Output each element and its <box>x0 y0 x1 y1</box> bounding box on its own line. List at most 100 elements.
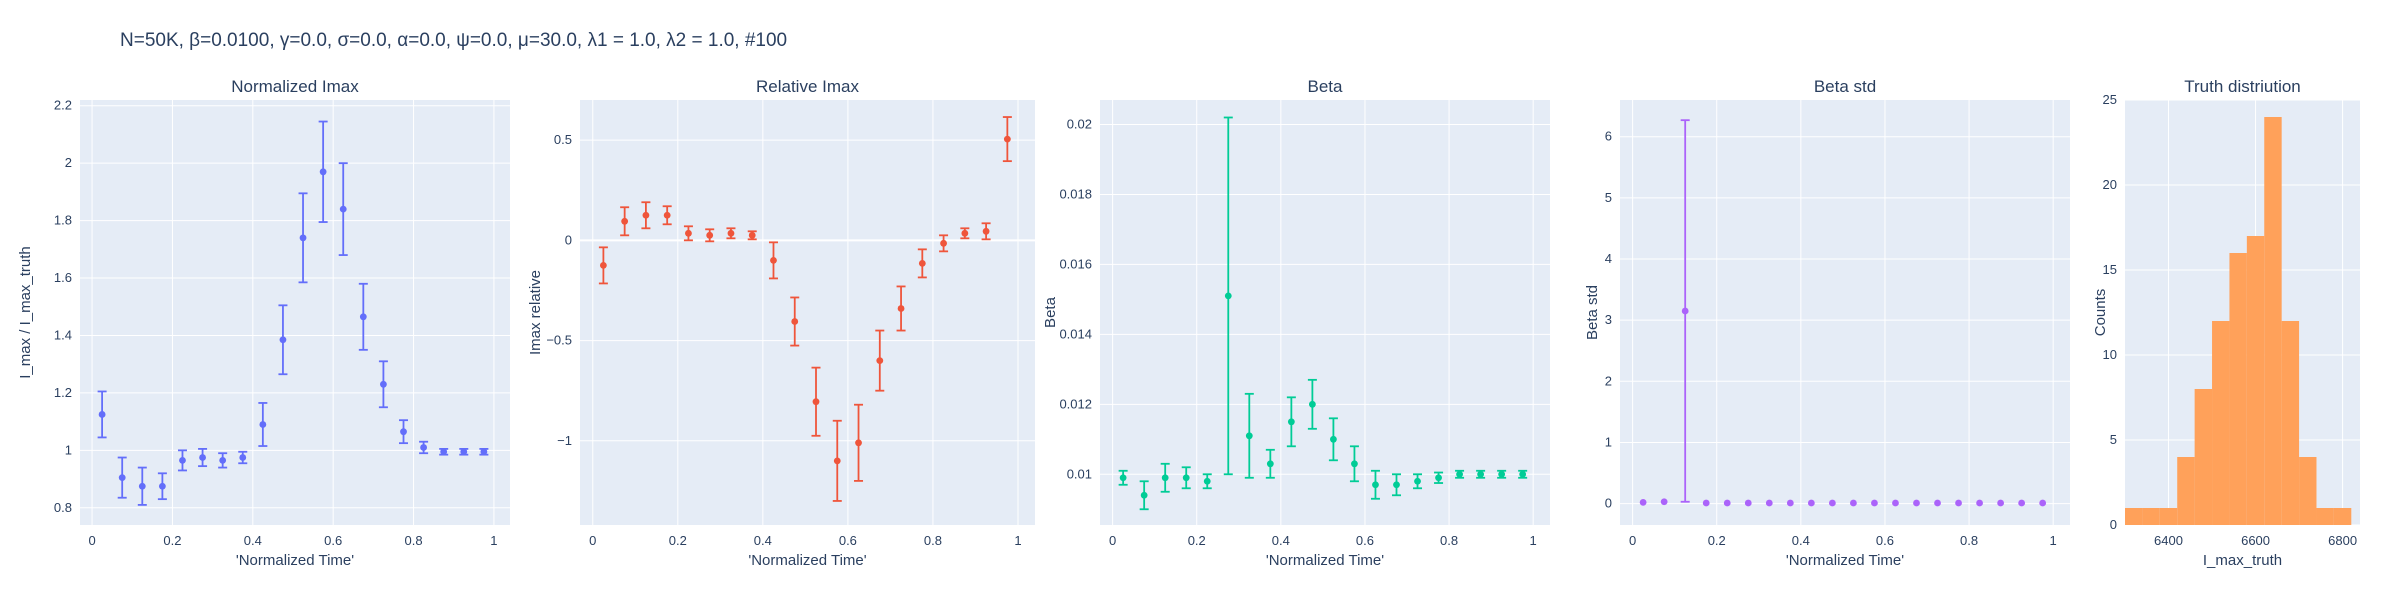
y-axis-label: Counts <box>2092 289 2109 337</box>
histogram-bar <box>2299 457 2317 525</box>
y-tick-label: 0.018 <box>1059 186 1092 201</box>
data-point <box>1892 499 1899 507</box>
x-tick-label: 0.8 <box>405 533 423 548</box>
data-point <box>460 448 468 456</box>
data-point <box>1723 499 1731 507</box>
histogram-bar <box>2229 253 2247 525</box>
x-tick-label: 0.6 <box>324 533 342 548</box>
x-tick-label: 0 <box>1629 533 1636 548</box>
data-point <box>2039 499 2047 507</box>
data-point <box>1744 499 1752 507</box>
x-tick-label: 0.2 <box>163 533 181 548</box>
data-point <box>199 454 206 461</box>
data-point <box>1976 499 1983 507</box>
y-tick-label: 2 <box>1605 373 1612 388</box>
y-tick-label: 0.02 <box>1067 116 1092 131</box>
y-tick-label: 2.2 <box>54 98 72 113</box>
data-point <box>1498 470 1506 478</box>
data-point <box>1351 460 1358 468</box>
y-tick-label: 1 <box>65 442 72 457</box>
x-tick-label: 1 <box>1530 533 1537 548</box>
x-tick-label: 0.2 <box>669 533 687 548</box>
data-point <box>1828 499 1836 507</box>
x-tick-label: 0.4 <box>1272 533 1290 548</box>
y-tick-label: 1.2 <box>54 385 72 400</box>
data-point <box>2018 499 2026 507</box>
y-tick-label: 0 <box>1605 496 1612 511</box>
data-point <box>1435 474 1442 482</box>
data-point <box>138 482 146 490</box>
data-point <box>480 448 488 456</box>
x-tick-label: 6400 <box>2154 533 2183 548</box>
subplot-3: 0 0.2 0.4 0.6 0.8 1 0.01 0.012 0.014 0.016 0.018 0.… <box>1042 77 1550 569</box>
data-point <box>897 305 905 312</box>
data-point <box>982 227 990 235</box>
subplot-title: Normalized Imax <box>231 77 359 96</box>
y-tick-label: 0 <box>2110 517 2117 532</box>
x-tick-label: 0.4 <box>1792 533 1810 548</box>
subplot-4: 0 0.2 0.4 0.6 0.8 1 0 1 2 3 4 5 6 Beta std 'Normalized… <box>1584 77 2070 569</box>
y-tick-label: 0 <box>565 232 572 247</box>
data-point <box>1308 400 1316 408</box>
data-point <box>1639 498 1647 506</box>
data-point <box>339 205 347 213</box>
y-tick-label: 25 <box>2103 92 2117 107</box>
x-tick-label: 0.6 <box>839 533 857 548</box>
data-point <box>299 234 307 242</box>
data-point <box>1266 460 1274 468</box>
data-point <box>642 211 650 219</box>
data-point <box>319 168 327 176</box>
data-point <box>359 313 367 321</box>
x-tick-label: 0 <box>1109 533 1116 548</box>
y-axis-label: Beta std <box>1584 285 1601 340</box>
data-point <box>855 439 862 447</box>
x-tick-label: 0.2 <box>1708 533 1726 548</box>
data-point <box>1414 477 1421 485</box>
data-point <box>1681 307 1689 315</box>
x-axis-label: 'Normalized Time' <box>748 552 866 569</box>
histogram-bar <box>2264 117 2282 525</box>
data-point <box>1807 499 1815 507</box>
data-point <box>1245 432 1253 440</box>
data-point <box>1372 481 1379 489</box>
subplot-1: 0 0.2 0.4 0.6 0.8 1 0.8 1 1.2 1.4 1.6 1.8 2 2.2 Normal… <box>17 77 510 569</box>
data-point <box>1287 418 1295 426</box>
y-tick-label: 1 <box>1605 434 1612 449</box>
plot-area <box>580 100 1035 525</box>
y-tick-label: 5 <box>1605 190 1612 205</box>
data-point <box>1330 435 1337 443</box>
y-tick-label: 10 <box>2103 347 2117 362</box>
x-tick-label: 0.8 <box>1440 533 1458 548</box>
subplot-title: Beta std <box>1814 77 1876 96</box>
x-tick-label: 0 <box>589 533 596 548</box>
figure-title: N=50K, β=0.0100, γ=0.0, σ=0.0, α=0.0, ψ=… <box>120 30 788 51</box>
histogram-bar <box>2246 236 2265 525</box>
data-point <box>1519 470 1527 478</box>
y-tick-label: 4 <box>1605 251 1612 266</box>
data-point <box>1765 499 1773 507</box>
histogram-bar <box>2316 508 2334 525</box>
x-tick-label: 0.4 <box>244 533 262 548</box>
histogram-bar <box>2212 321 2230 525</box>
y-tick-label: 0.016 <box>1059 256 1092 271</box>
data-point <box>770 256 777 264</box>
y-tick-label: −0.5 <box>546 333 572 348</box>
data-point <box>876 357 884 365</box>
y-tick-label: −1 <box>557 433 572 448</box>
subplot-title: Beta <box>1308 77 1344 96</box>
data-point <box>1786 499 1794 507</box>
data-point <box>1913 499 1920 507</box>
data-point <box>118 474 126 482</box>
histogram-bar <box>2159 508 2178 525</box>
data-point <box>420 444 427 451</box>
data-point <box>1161 474 1169 482</box>
y-tick-label: 0.014 <box>1059 326 1092 341</box>
data-point <box>599 261 607 269</box>
x-tick-label: 0.2 <box>1188 533 1206 548</box>
x-tick-label: 0.6 <box>1876 533 1894 548</box>
y-tick-label: 1.8 <box>54 213 72 228</box>
y-tick-label: 0.012 <box>1059 396 1092 411</box>
data-point <box>1477 470 1485 478</box>
plot-area <box>1620 100 2070 525</box>
